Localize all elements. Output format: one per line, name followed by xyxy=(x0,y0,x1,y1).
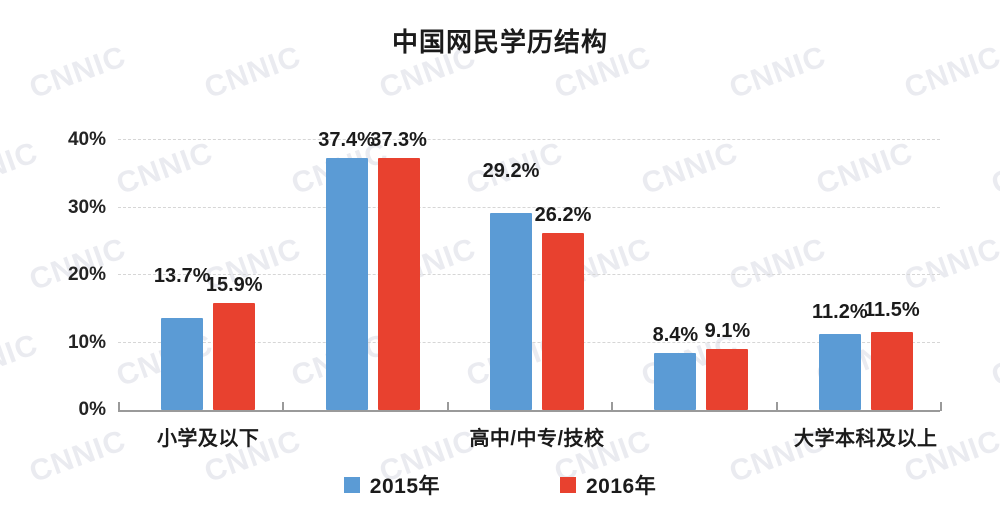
gridline xyxy=(118,139,940,140)
watermark-text: CNNIC xyxy=(462,0,568,10)
y-tick-label: 30% xyxy=(67,196,106,218)
watermark-text: CNNIC xyxy=(637,0,743,10)
legend-swatch-icon xyxy=(343,477,360,493)
axis-tick xyxy=(940,402,942,411)
bar-2016 xyxy=(706,348,749,410)
bar-value-label: 15.9% xyxy=(205,273,263,296)
y-tick-label: 10% xyxy=(67,331,106,353)
y-axis-labels: 0% 10% 20% 30% 40% xyxy=(44,113,106,420)
watermark-text: CNNIC xyxy=(0,0,43,10)
bar-2016 xyxy=(377,158,420,410)
watermark-text: CNNIC xyxy=(987,0,1000,10)
watermark-text: CNNIC xyxy=(0,327,43,394)
axis-tick xyxy=(611,402,614,411)
gridline xyxy=(118,206,940,208)
legend-label: 2015年 xyxy=(369,475,440,498)
x-axis-line xyxy=(118,410,940,412)
watermark-text: CNNIC xyxy=(287,0,393,10)
bar-value-label: 37.3% xyxy=(370,129,427,152)
bar-value-label: 8.4% xyxy=(652,324,699,347)
bar-2016 xyxy=(542,233,584,410)
bar-value-label: 11.2% xyxy=(811,301,868,324)
bar-2015 xyxy=(161,317,204,410)
watermark-text: CNNIC xyxy=(112,0,218,10)
bar-value-label: 13.7% xyxy=(153,264,211,287)
legend-label: 2016年 xyxy=(586,475,657,498)
bar-value-label: 37.4% xyxy=(318,128,375,151)
x-category-label: 高中/中专/技校 xyxy=(469,428,605,450)
watermark-text: CNNIC xyxy=(0,135,43,202)
axis-tick xyxy=(775,402,778,411)
watermark-text: CNNIC xyxy=(987,135,1000,202)
plot-area: 13.7% 37.4% 29.2% 8.4% 11.2% 15.9% 37.3% 26.2% 9… xyxy=(118,113,940,410)
chart-title: 中国网民学历结构 xyxy=(391,27,608,57)
bar-value-label: 11.5% xyxy=(863,299,920,322)
bar-value-label: 26.2% xyxy=(534,204,592,227)
legend-item-2015[interactable]: 2015年 xyxy=(343,470,440,500)
bar-value-label: 29.2% xyxy=(482,159,540,182)
bar-2016 xyxy=(870,332,913,410)
bar-2016 xyxy=(213,302,256,410)
bar-2015 xyxy=(654,353,697,410)
chart-legend: 2015年 2016年 xyxy=(0,470,1000,500)
legend-swatch-icon xyxy=(560,477,576,493)
bar-2015 xyxy=(325,157,368,410)
legend-item-2016[interactable]: 2016年 xyxy=(560,470,656,500)
bar-2015 xyxy=(818,334,861,410)
x-category-label: 大学本科及以上 xyxy=(794,428,938,450)
axis-tick xyxy=(282,402,285,411)
watermark-text: CNNIC xyxy=(987,327,1000,394)
x-category-label: 小学及以下 xyxy=(156,428,260,450)
bar-value-label: 9.1% xyxy=(704,319,751,342)
axis-tick xyxy=(118,402,120,411)
y-tick-label: 0% xyxy=(78,399,106,420)
y-tick-label: 20% xyxy=(67,264,106,285)
bar-2015 xyxy=(490,212,532,410)
watermark-text: CNNIC xyxy=(812,0,918,10)
axis-tick xyxy=(446,402,449,411)
y-tick-label: 40% xyxy=(67,129,106,150)
